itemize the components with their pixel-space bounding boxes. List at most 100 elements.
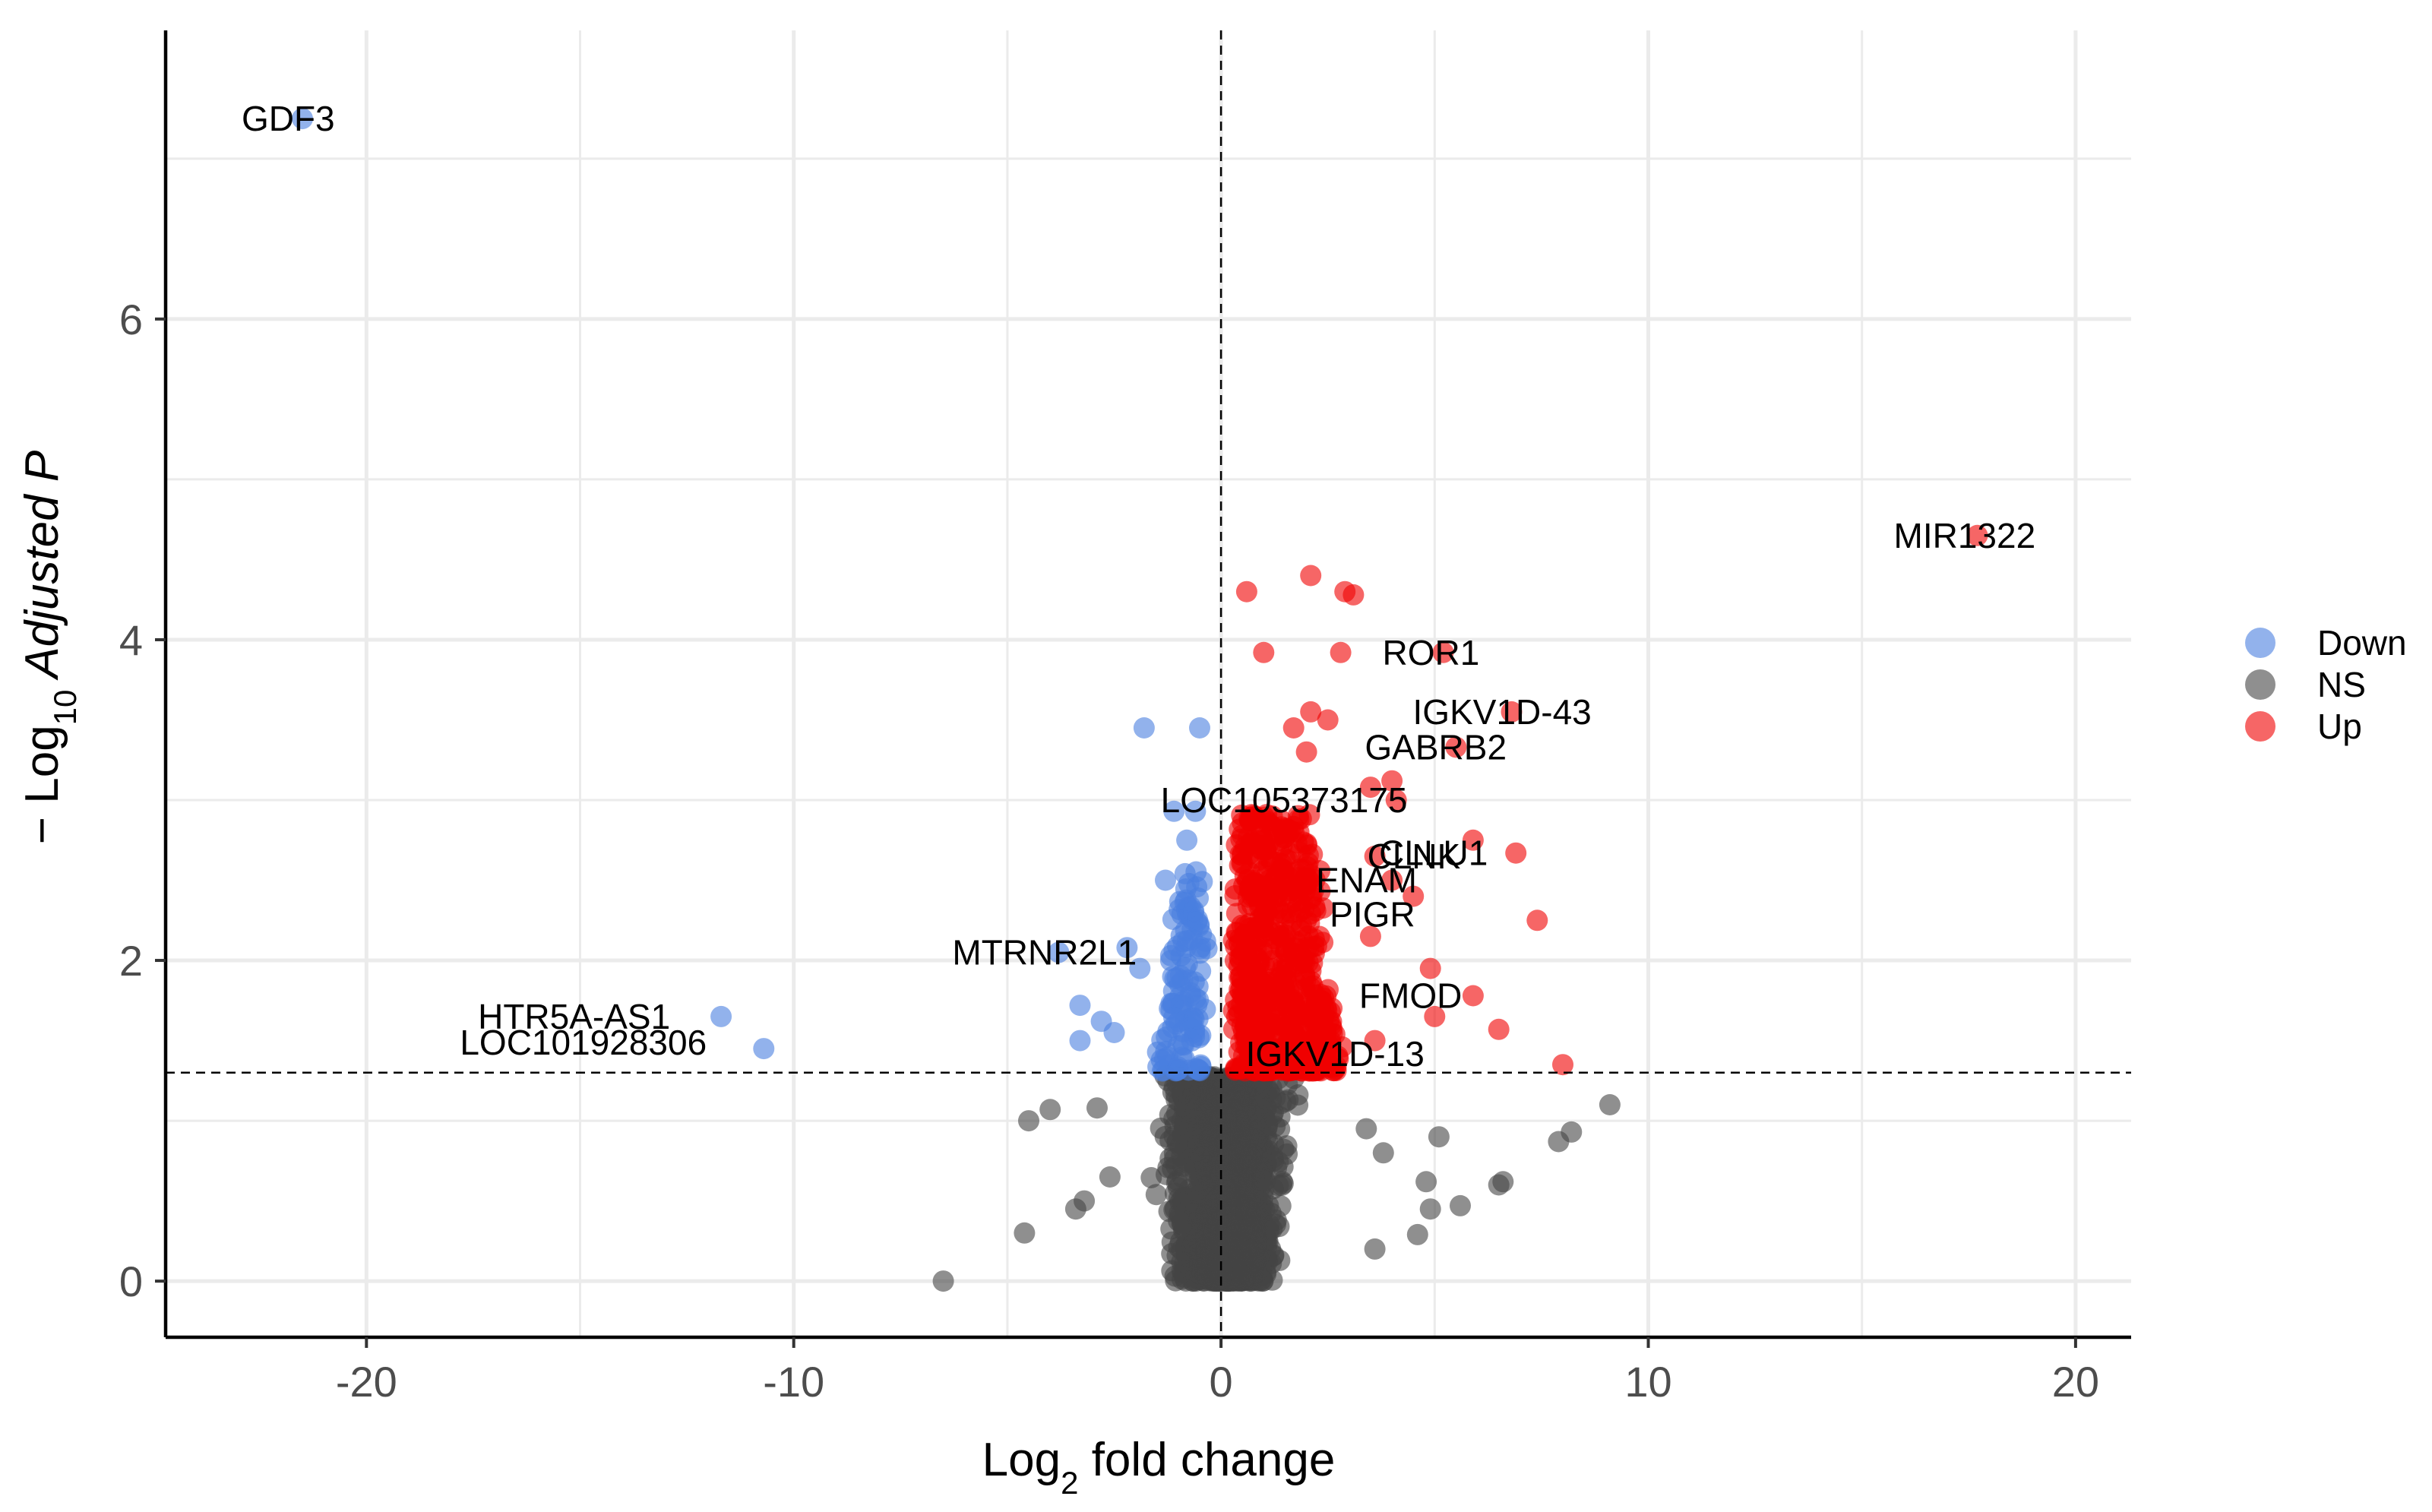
gene-label: CLLU1 <box>1379 833 1488 873</box>
up-point <box>1312 1007 1334 1030</box>
down-point <box>1069 1030 1091 1052</box>
up-point <box>1317 709 1339 731</box>
down-point <box>1150 1049 1172 1071</box>
x-axis-title-rest: fold change <box>1078 1434 1335 1486</box>
ns-point <box>1211 1258 1233 1280</box>
ns-point <box>1202 1185 1224 1207</box>
ns-point <box>1428 1126 1450 1148</box>
x-tick-label: 0 <box>1210 1358 1233 1406</box>
ns-point <box>1287 1084 1309 1106</box>
y-axis-title-rest: Adjusted P <box>16 451 68 690</box>
gene-label: ENAM <box>1316 861 1417 900</box>
up-point <box>1432 641 1454 663</box>
ns-point <box>1258 1213 1280 1235</box>
legend-ns-label: NS <box>2317 665 2366 704</box>
grid <box>166 30 2131 1337</box>
ns-point <box>1168 1210 1190 1232</box>
up-point <box>1273 909 1295 931</box>
ns-point <box>1099 1166 1121 1188</box>
up-point <box>1273 967 1295 989</box>
up-point <box>1381 869 1403 891</box>
y-axis-title: − Log10 Adjusted P <box>16 451 83 844</box>
up-point <box>1424 1005 1446 1027</box>
ns-point <box>1231 1121 1253 1143</box>
down-point <box>1188 1060 1210 1082</box>
gene-label: ROR1 <box>1383 633 1480 672</box>
up-point <box>1288 821 1310 843</box>
up-point <box>1282 875 1305 897</box>
up-point <box>1249 998 1271 1020</box>
up-point <box>1297 852 1319 874</box>
gene-label: GABRB2 <box>1365 727 1507 767</box>
down-point <box>1172 1033 1194 1055</box>
up-point <box>1253 641 1275 663</box>
ns-point <box>1163 1076 1185 1098</box>
gene-label: LOC101928306 <box>460 1023 707 1062</box>
ns-point <box>1254 1170 1276 1192</box>
y-axis-title-sub: 10 <box>47 690 83 726</box>
ns-point <box>1039 1099 1061 1121</box>
up-point <box>1254 955 1276 977</box>
gene-label: LOC105373175 <box>1161 780 1408 820</box>
up-point <box>1231 994 1253 1016</box>
up-point <box>1285 930 1307 952</box>
ns-point <box>1181 1102 1203 1125</box>
down-point <box>1184 800 1207 822</box>
down-point <box>1191 871 1213 893</box>
gene-label: GDF3 <box>242 99 335 138</box>
up-point <box>1236 869 1258 891</box>
ns-point <box>1166 1245 1188 1267</box>
legend-down-key <box>2245 628 2275 658</box>
up-point <box>1966 524 1988 546</box>
ns-point <box>1224 1185 1246 1207</box>
axes: -20 -10 0 10 20 0 2 4 6 <box>119 30 2131 1406</box>
ns-point <box>1263 1245 1284 1267</box>
up-point <box>1381 770 1403 792</box>
up-point <box>1300 565 1322 587</box>
up-point <box>1505 842 1527 864</box>
x-tick-label: -10 <box>763 1358 824 1406</box>
ns-point <box>1188 1132 1210 1154</box>
up-point <box>1308 925 1330 947</box>
up-point <box>1261 805 1283 827</box>
down-point <box>1133 717 1155 739</box>
up-point <box>1462 829 1484 851</box>
up-point <box>1526 909 1548 932</box>
ns-point <box>1165 1155 1188 1177</box>
up-point <box>1238 932 1260 954</box>
ns-point <box>1180 1191 1202 1213</box>
ns-point <box>1252 1270 1274 1292</box>
up-point <box>1286 998 1308 1020</box>
ns-point <box>1548 1131 1570 1153</box>
down-point <box>1183 900 1205 922</box>
up-point <box>1282 717 1305 739</box>
ns-point <box>1599 1094 1621 1115</box>
down-point <box>1090 1011 1112 1033</box>
significant-points <box>292 108 1988 1082</box>
y-tick-label: 0 <box>119 1257 143 1305</box>
gene-label: CLNK <box>1368 837 1461 876</box>
up-point <box>1267 1053 1289 1075</box>
ns-point <box>1217 1144 1239 1166</box>
ns-point <box>1488 1174 1510 1196</box>
ns-point <box>1406 1223 1428 1245</box>
down-point <box>1194 930 1216 952</box>
ns-point <box>1450 1194 1471 1216</box>
up-point <box>1488 1018 1510 1040</box>
up-point <box>1343 584 1365 606</box>
up-point <box>1241 916 1263 938</box>
ns-point <box>1247 1119 1269 1141</box>
legend-down-label: Down <box>2317 623 2407 663</box>
up-point <box>1250 824 1272 846</box>
x-tick-label: 10 <box>1624 1358 1671 1406</box>
ns-point <box>1264 1115 1286 1137</box>
ns-point <box>932 1270 954 1292</box>
y-tick-label: 2 <box>119 937 143 985</box>
ns-point <box>1272 1156 1294 1178</box>
ns-point <box>1355 1118 1377 1140</box>
down-point <box>1116 937 1138 959</box>
ns-point <box>1145 1184 1167 1206</box>
x-tick-label: -20 <box>336 1358 397 1406</box>
down-point <box>1163 800 1185 822</box>
